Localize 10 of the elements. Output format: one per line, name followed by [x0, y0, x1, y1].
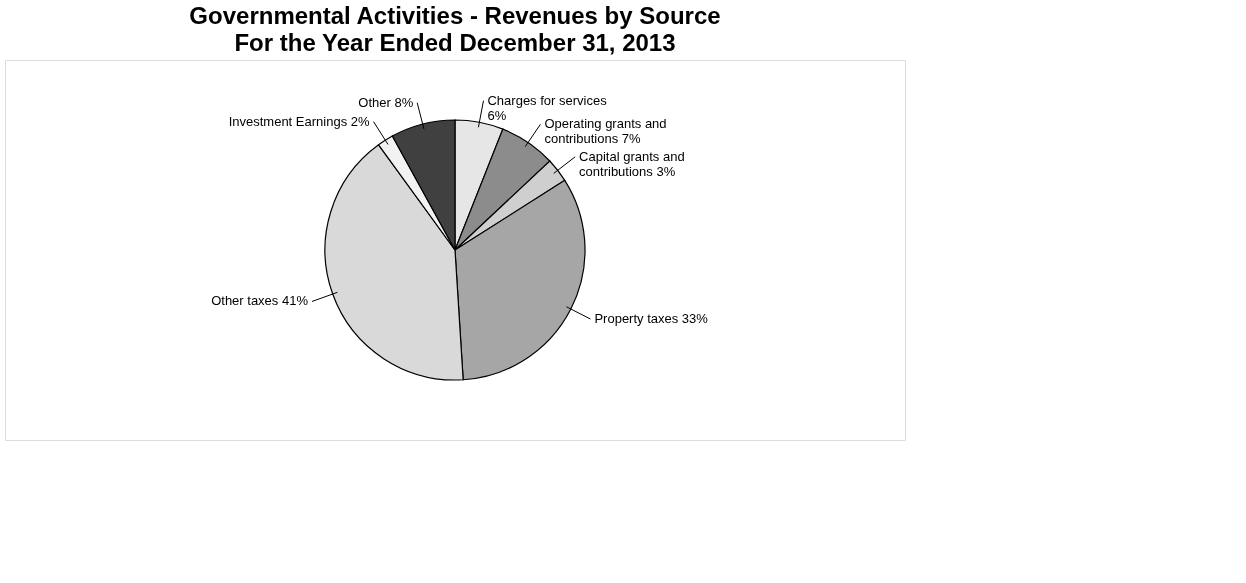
slice-label: Other taxes 41%: [211, 293, 309, 309]
data-label: 6%: [487, 107, 507, 123]
slice-label: Investment Earnings 2%: [228, 113, 370, 129]
slice-label: Charges for services: [487, 92, 608, 108]
chart-title: Governmental Activities - Revenues by Source: [189, 2, 721, 29]
slice-label: Capital grants and contributions 3%: [579, 148, 685, 179]
slice-label: Other 8%: [358, 94, 414, 110]
chart-subtitle: For the Year Ended December 31, 2013: [234, 29, 676, 56]
slice-label: Operating grants and contributions 7%: [544, 116, 667, 147]
slice-label: Property taxes 33%: [594, 311, 709, 327]
